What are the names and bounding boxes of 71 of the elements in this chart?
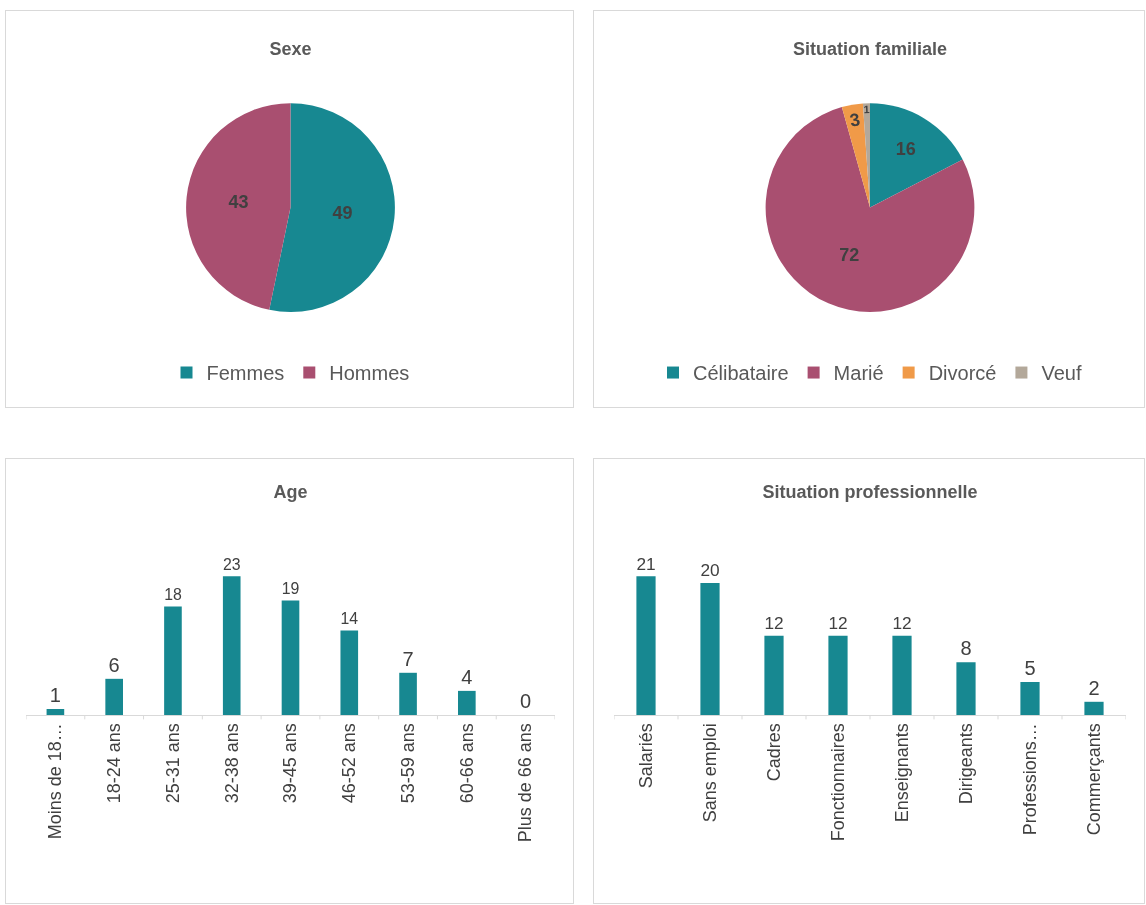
x-tick-label: 60-66 ans [456, 723, 477, 804]
data-label: 18 [164, 586, 182, 604]
data-label: 0 [520, 690, 532, 712]
bar [892, 635, 912, 715]
bar [281, 600, 300, 715]
x-tick-label: Sans emploi [699, 723, 720, 823]
data-label: 12 [764, 613, 784, 634]
bar [1084, 701, 1104, 715]
data-label: 21 [636, 553, 656, 574]
data-label: 4 [461, 665, 473, 688]
bar [828, 635, 848, 715]
data-label: 1 [49, 683, 61, 706]
data-label: 14 [340, 610, 359, 628]
x-tick-label: 25-31 ans [162, 723, 183, 804]
legend-label: Divorcé [928, 362, 997, 385]
chart-title: Age [273, 482, 308, 503]
x-tick-label: Cadres [763, 723, 784, 782]
chart-title: Situation professionnelle [762, 482, 978, 503]
x-tick-label: Moins de 18… [45, 723, 66, 840]
x-tick-label: Professions… [1019, 723, 1040, 836]
x-tick-label: 32-38 ans [221, 723, 242, 804]
chart-title: Situation familiale [792, 39, 948, 60]
legend-label: Femmes [206, 362, 285, 385]
bar [636, 576, 656, 715]
data-label: 7 [402, 647, 414, 670]
data-label: 23 [222, 556, 241, 574]
data-label: 3 [848, 109, 862, 131]
legend-label: Célibataire [693, 362, 789, 385]
pie-slice [765, 107, 975, 312]
data-label: 8 [960, 637, 972, 660]
bar [222, 576, 241, 715]
legend-label: Veuf [1041, 362, 1082, 385]
data-label: 12 [828, 613, 848, 634]
data-label: 16 [895, 138, 916, 159]
x-tick-label: 18-24 ans [104, 723, 125, 804]
bar [700, 582, 720, 715]
data-label: 2 [1088, 676, 1100, 699]
data-label: 20 [700, 560, 720, 581]
data-label: 49 [332, 202, 353, 223]
legend-label: Hommes [329, 362, 410, 385]
x-tick-label: Dirigeants [955, 723, 976, 805]
x-tick-label: Commerçants [1083, 723, 1104, 836]
bar [458, 690, 476, 715]
bar [1020, 681, 1040, 715]
x-tick-label: 39-45 ans [280, 723, 301, 804]
x-tick-label: Enseignants [891, 723, 912, 823]
pie-slice [841, 103, 870, 208]
x-tick-label: 53-59 ans [397, 723, 418, 804]
bar [46, 708, 65, 715]
bar [764, 635, 784, 715]
data-label: 12 [892, 613, 912, 634]
bar [956, 662, 976, 715]
data-label: 5 [1024, 656, 1036, 679]
pie-slice [269, 103, 395, 312]
legend-label: Marié [833, 362, 884, 385]
data-label: 43 [228, 192, 249, 213]
pie-slice [870, 103, 963, 208]
x-tick-label: Fonctionnaires [827, 723, 848, 842]
bar [164, 606, 182, 715]
x-tick-label: 46-52 ans [339, 723, 360, 804]
bar [399, 672, 417, 715]
chart-title: Sexe [269, 39, 312, 60]
data-label: 72 [839, 245, 860, 266]
data-label: 1 [863, 103, 870, 116]
pie-slice [186, 103, 291, 310]
x-tick-label: Plus de 66 ans [515, 723, 536, 843]
bar [105, 678, 123, 715]
data-label: 6 [108, 653, 120, 676]
bar [340, 630, 359, 715]
x-tick-label: Salariés [635, 723, 656, 789]
data-label: 19 [281, 580, 300, 598]
